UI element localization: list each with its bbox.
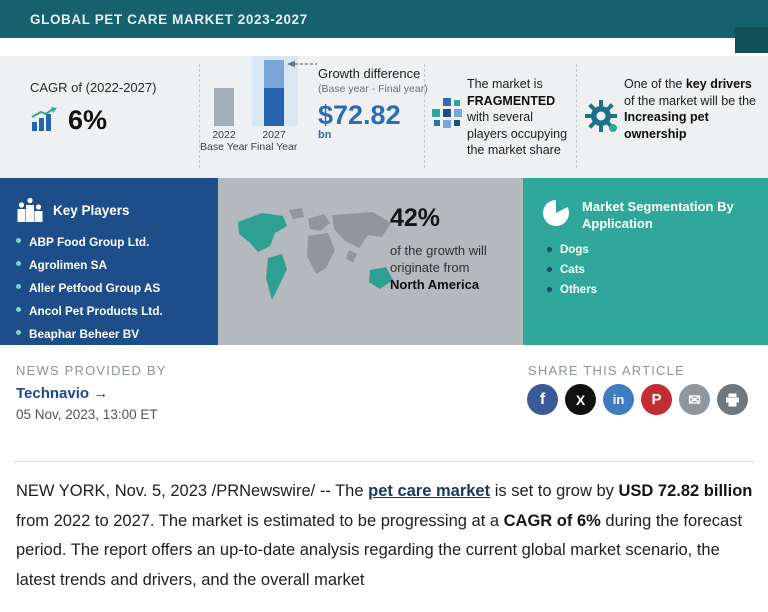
article-text: during the forecast period. The report o… (16, 511, 743, 589)
fragmented-market-text: The market is FRAGMENTED with several pl… (467, 76, 569, 159)
gear-icon (585, 100, 617, 132)
infographic-title: GLOBAL PET CARE MARKET 2023-2027 (30, 11, 308, 27)
growth-text-line1: of the growth will (390, 243, 487, 258)
share-buttons-row: f X in P ✉ (527, 384, 748, 415)
fragmented-post: with several players occupying the marke… (467, 110, 568, 157)
growth-subtitle: (Base year - Final year) (318, 83, 428, 95)
growth-region-name: North America (390, 277, 480, 292)
bar-2022 (214, 88, 234, 126)
list-item: Aller Petfood Group AS (16, 281, 206, 295)
divider (199, 64, 200, 168)
cagr-value: 6% (68, 105, 108, 135)
infographic-blocks: Key Players ABP Food Group Ltd. Agrolime… (0, 178, 768, 345)
fragmented-mosaic-icon (432, 98, 462, 128)
article-text: is set to grow by (490, 482, 619, 500)
growth-region-text: 42% of the growth will originate from No… (390, 204, 512, 293)
podium-people-icon (17, 197, 43, 222)
bar-2027-sub-label: Final Year (250, 141, 298, 153)
bar-2022-sub-label: Base Year (200, 141, 248, 153)
article-text: from 2022 to 2027. The market is estimat… (16, 511, 504, 530)
driver-mid: of the market will be the (624, 93, 757, 108)
growth-difference-section: Growth difference (Base year - Final yea… (318, 66, 428, 141)
growth-text-line2: originate from (390, 260, 470, 275)
print-icon[interactable] (717, 384, 748, 415)
driver-pre: One of the (624, 77, 683, 91)
section-divider (14, 461, 754, 462)
bar-2022-year-label: 2022 (212, 129, 236, 141)
printer-glyph (726, 393, 739, 406)
stats-strip: CAGR of (2022-2027) 6% 2022 Base Year 20… (0, 56, 768, 178)
key-players-title: Key Players (53, 202, 130, 218)
article-paragraph: NEW YORK, Nov. 5, 2023 /PRNewswire/ -- T… (16, 477, 754, 595)
fragmented-bold: FRAGMENTED (467, 93, 556, 108)
header-corner-tab (735, 27, 768, 53)
key-players-list: ABP Food Group Ltd. Agrolimen SA Aller P… (16, 235, 206, 341)
cagr-label: CAGR of (2022-2027) (30, 80, 157, 95)
segmentation-list: Dogs Cats Others (547, 244, 754, 296)
publish-date: 05 Nov, 2023, 13:00 ET (16, 407, 158, 422)
driver-bold-2: Increasing pet ownership (624, 110, 709, 141)
news-provided-by-label: NEWS PROVIDED BY (16, 363, 167, 378)
list-item: Others (547, 284, 754, 296)
segmentation-block: Market Segmentation By Application Dogs … (523, 178, 768, 345)
bar-2027-base-segment (264, 88, 284, 126)
divider (576, 64, 577, 168)
list-item: Cats (547, 264, 754, 276)
list-item: Agrolimen SA (16, 258, 206, 272)
growth-title: Growth difference (318, 66, 421, 81)
article-bold-cagr: CAGR of 6% (503, 511, 601, 530)
list-item: Dogs (547, 244, 754, 256)
x-twitter-icon[interactable]: X (565, 384, 596, 415)
share-this-article-label: SHARE THIS ARTICLE (528, 363, 685, 378)
infographic-header: GLOBAL PET CARE MARKET 2023-2027 (0, 0, 768, 38)
segmentation-title: Market Segmentation By Application (582, 199, 734, 231)
bar-2027-year-label: 2027 (262, 129, 286, 141)
growth-unit: bn (318, 129, 332, 141)
source-name: Technavio (16, 385, 90, 402)
world-map-graphic (238, 208, 393, 300)
leader-arrow-icon (287, 60, 317, 68)
article-bold-usd: USD 72.82 billion (618, 482, 753, 500)
key-players-block: Key Players ABP Food Group Ltd. Agrolime… (0, 178, 218, 345)
key-driver-text: One of the key drivers of the market wil… (624, 76, 762, 142)
fragmented-pre: The market is (467, 77, 543, 91)
growth-percent: 42% (390, 204, 441, 232)
facebook-icon[interactable]: f (527, 384, 558, 415)
pet-care-market-link[interactable]: pet care market (368, 482, 491, 500)
pie-chart-icon (543, 198, 569, 226)
pinterest-icon[interactable]: P (641, 384, 672, 415)
list-item: Ancol Pet Products Ltd. (16, 304, 206, 318)
bar-chart-growth-icon (31, 107, 57, 131)
bar-2027-growth-segment (264, 60, 284, 88)
linkedin-icon[interactable]: in (603, 384, 634, 415)
list-item: Beaphar Beheer BV (16, 327, 206, 341)
driver-bold-1: key drivers (685, 77, 752, 91)
growth-region-block: 42% of the growth will originate from No… (218, 178, 523, 345)
arrow-right-icon: → (93, 385, 109, 402)
article-text: NEW YORK, Nov. 5, 2023 /PRNewswire/ -- T… (16, 482, 369, 500)
cagr-section: CAGR of (2022-2027) 6% (30, 80, 157, 135)
list-item: ABP Food Group Ltd. (16, 235, 206, 249)
email-icon[interactable]: ✉ (679, 384, 710, 415)
technavio-source-link[interactable]: Technavio → (16, 385, 108, 402)
divider (424, 64, 425, 168)
growth-value: $72.82 (318, 100, 401, 130)
